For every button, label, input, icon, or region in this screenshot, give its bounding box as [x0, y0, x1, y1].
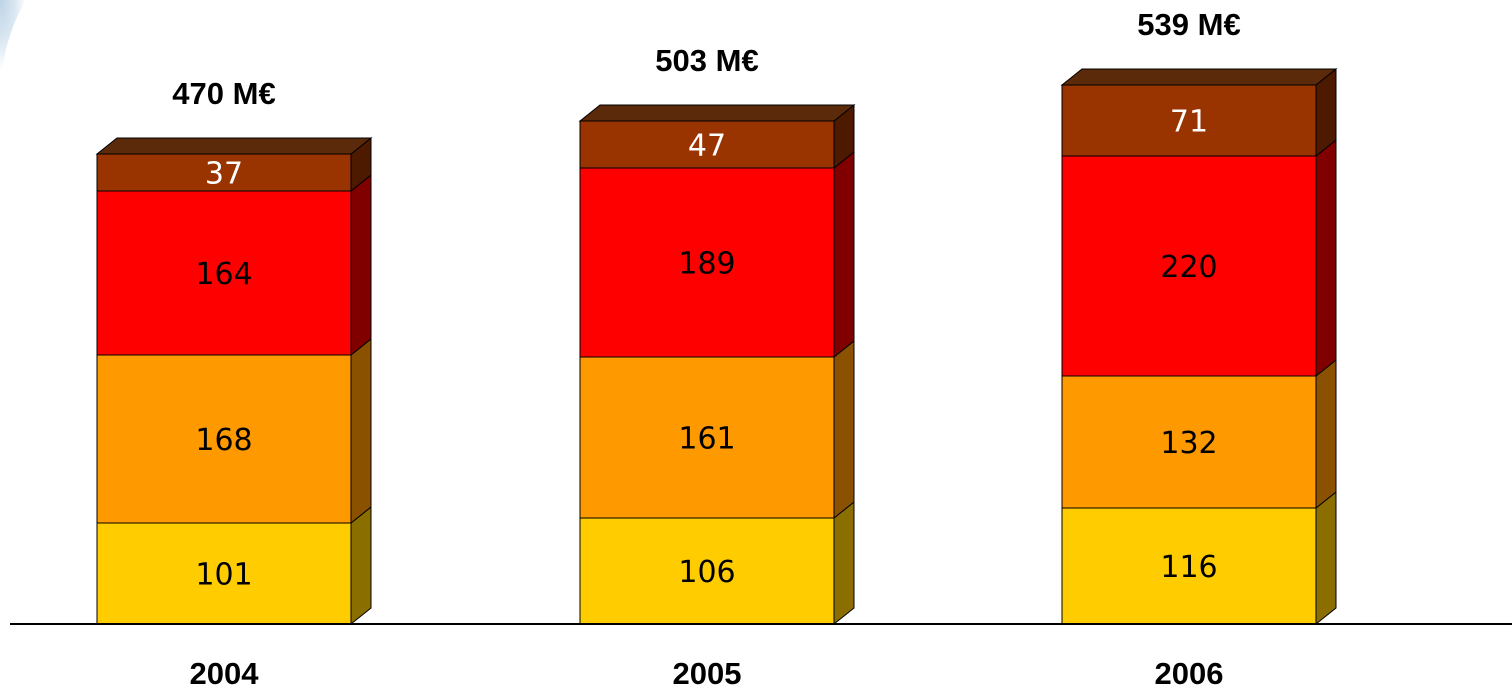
- value-label-2005-s2: 189: [678, 247, 735, 282]
- bar-side-2004-s1: [350, 337, 372, 525]
- bar-top-2005: [578, 104, 856, 122]
- value-label-2006-s2: 220: [1160, 250, 1217, 285]
- bar-segment-2005-s1: [579, 356, 835, 519]
- value-label-2004-s0: 101: [195, 558, 252, 593]
- bar-segment-2006-s0: [1061, 507, 1317, 625]
- bar-side-2004-s0: [350, 505, 372, 626]
- total-label-2006: 539 M€: [1137, 7, 1240, 42]
- bar-side-2006-s1: [1315, 358, 1337, 510]
- bar-segment-2004-s3: [96, 153, 352, 192]
- value-label-2004-s1: 168: [195, 423, 252, 458]
- bar-segment-2005-s2: [579, 167, 835, 358]
- bar-segment-2005-s0: [579, 517, 835, 625]
- corner-decoration: [0, 0, 26, 70]
- value-label-2004-s3: 37: [205, 157, 243, 192]
- bar-segment-2006-s1: [1061, 375, 1317, 509]
- bar-segment-2006-s3: [1061, 84, 1317, 157]
- bar-top-2004: [95, 137, 373, 155]
- bars-layer: [95, 67, 1338, 626]
- value-label-2006-s3: 71: [1170, 105, 1208, 140]
- bar-segment-2004-s1: [96, 354, 352, 524]
- value-label-2006-s0: 116: [1160, 550, 1217, 585]
- bar-segment-2004-s0: [96, 522, 352, 625]
- bar-segment-2005-s3: [579, 120, 835, 169]
- value-label-2004-s2: 164: [195, 257, 252, 292]
- value-label-2006-s1: 132: [1160, 426, 1217, 461]
- bar-side-2004-s2: [350, 173, 372, 357]
- category-label-2004: 2004: [190, 656, 260, 690]
- value-label-2005-s3: 47: [688, 129, 726, 164]
- bar-side-2006-s0: [1315, 490, 1337, 626]
- category-label-2005: 2005: [673, 656, 742, 690]
- bar-segment-2004-s2: [96, 190, 352, 356]
- bar-side-2005-s2: [833, 150, 855, 359]
- bar-top-2006: [1060, 68, 1338, 86]
- bar-side-2005-s1: [833, 339, 855, 520]
- bar-side-2006-s2: [1315, 138, 1337, 378]
- total-label-2004: 470 M€: [172, 76, 275, 111]
- total-label-2005: 503 M€: [655, 43, 758, 78]
- bar-side-2005-s0: [833, 500, 855, 626]
- category-label-2006: 2006: [1155, 656, 1224, 690]
- value-label-2005-s0: 106: [678, 555, 735, 590]
- bar-segment-2006-s2: [1061, 155, 1317, 377]
- value-label-2005-s1: 161: [678, 422, 735, 457]
- labels-layer: 101 168 164 37 470 M€ 2004 106 161 189 47 503 M€ 20…: [172, 7, 1240, 690]
